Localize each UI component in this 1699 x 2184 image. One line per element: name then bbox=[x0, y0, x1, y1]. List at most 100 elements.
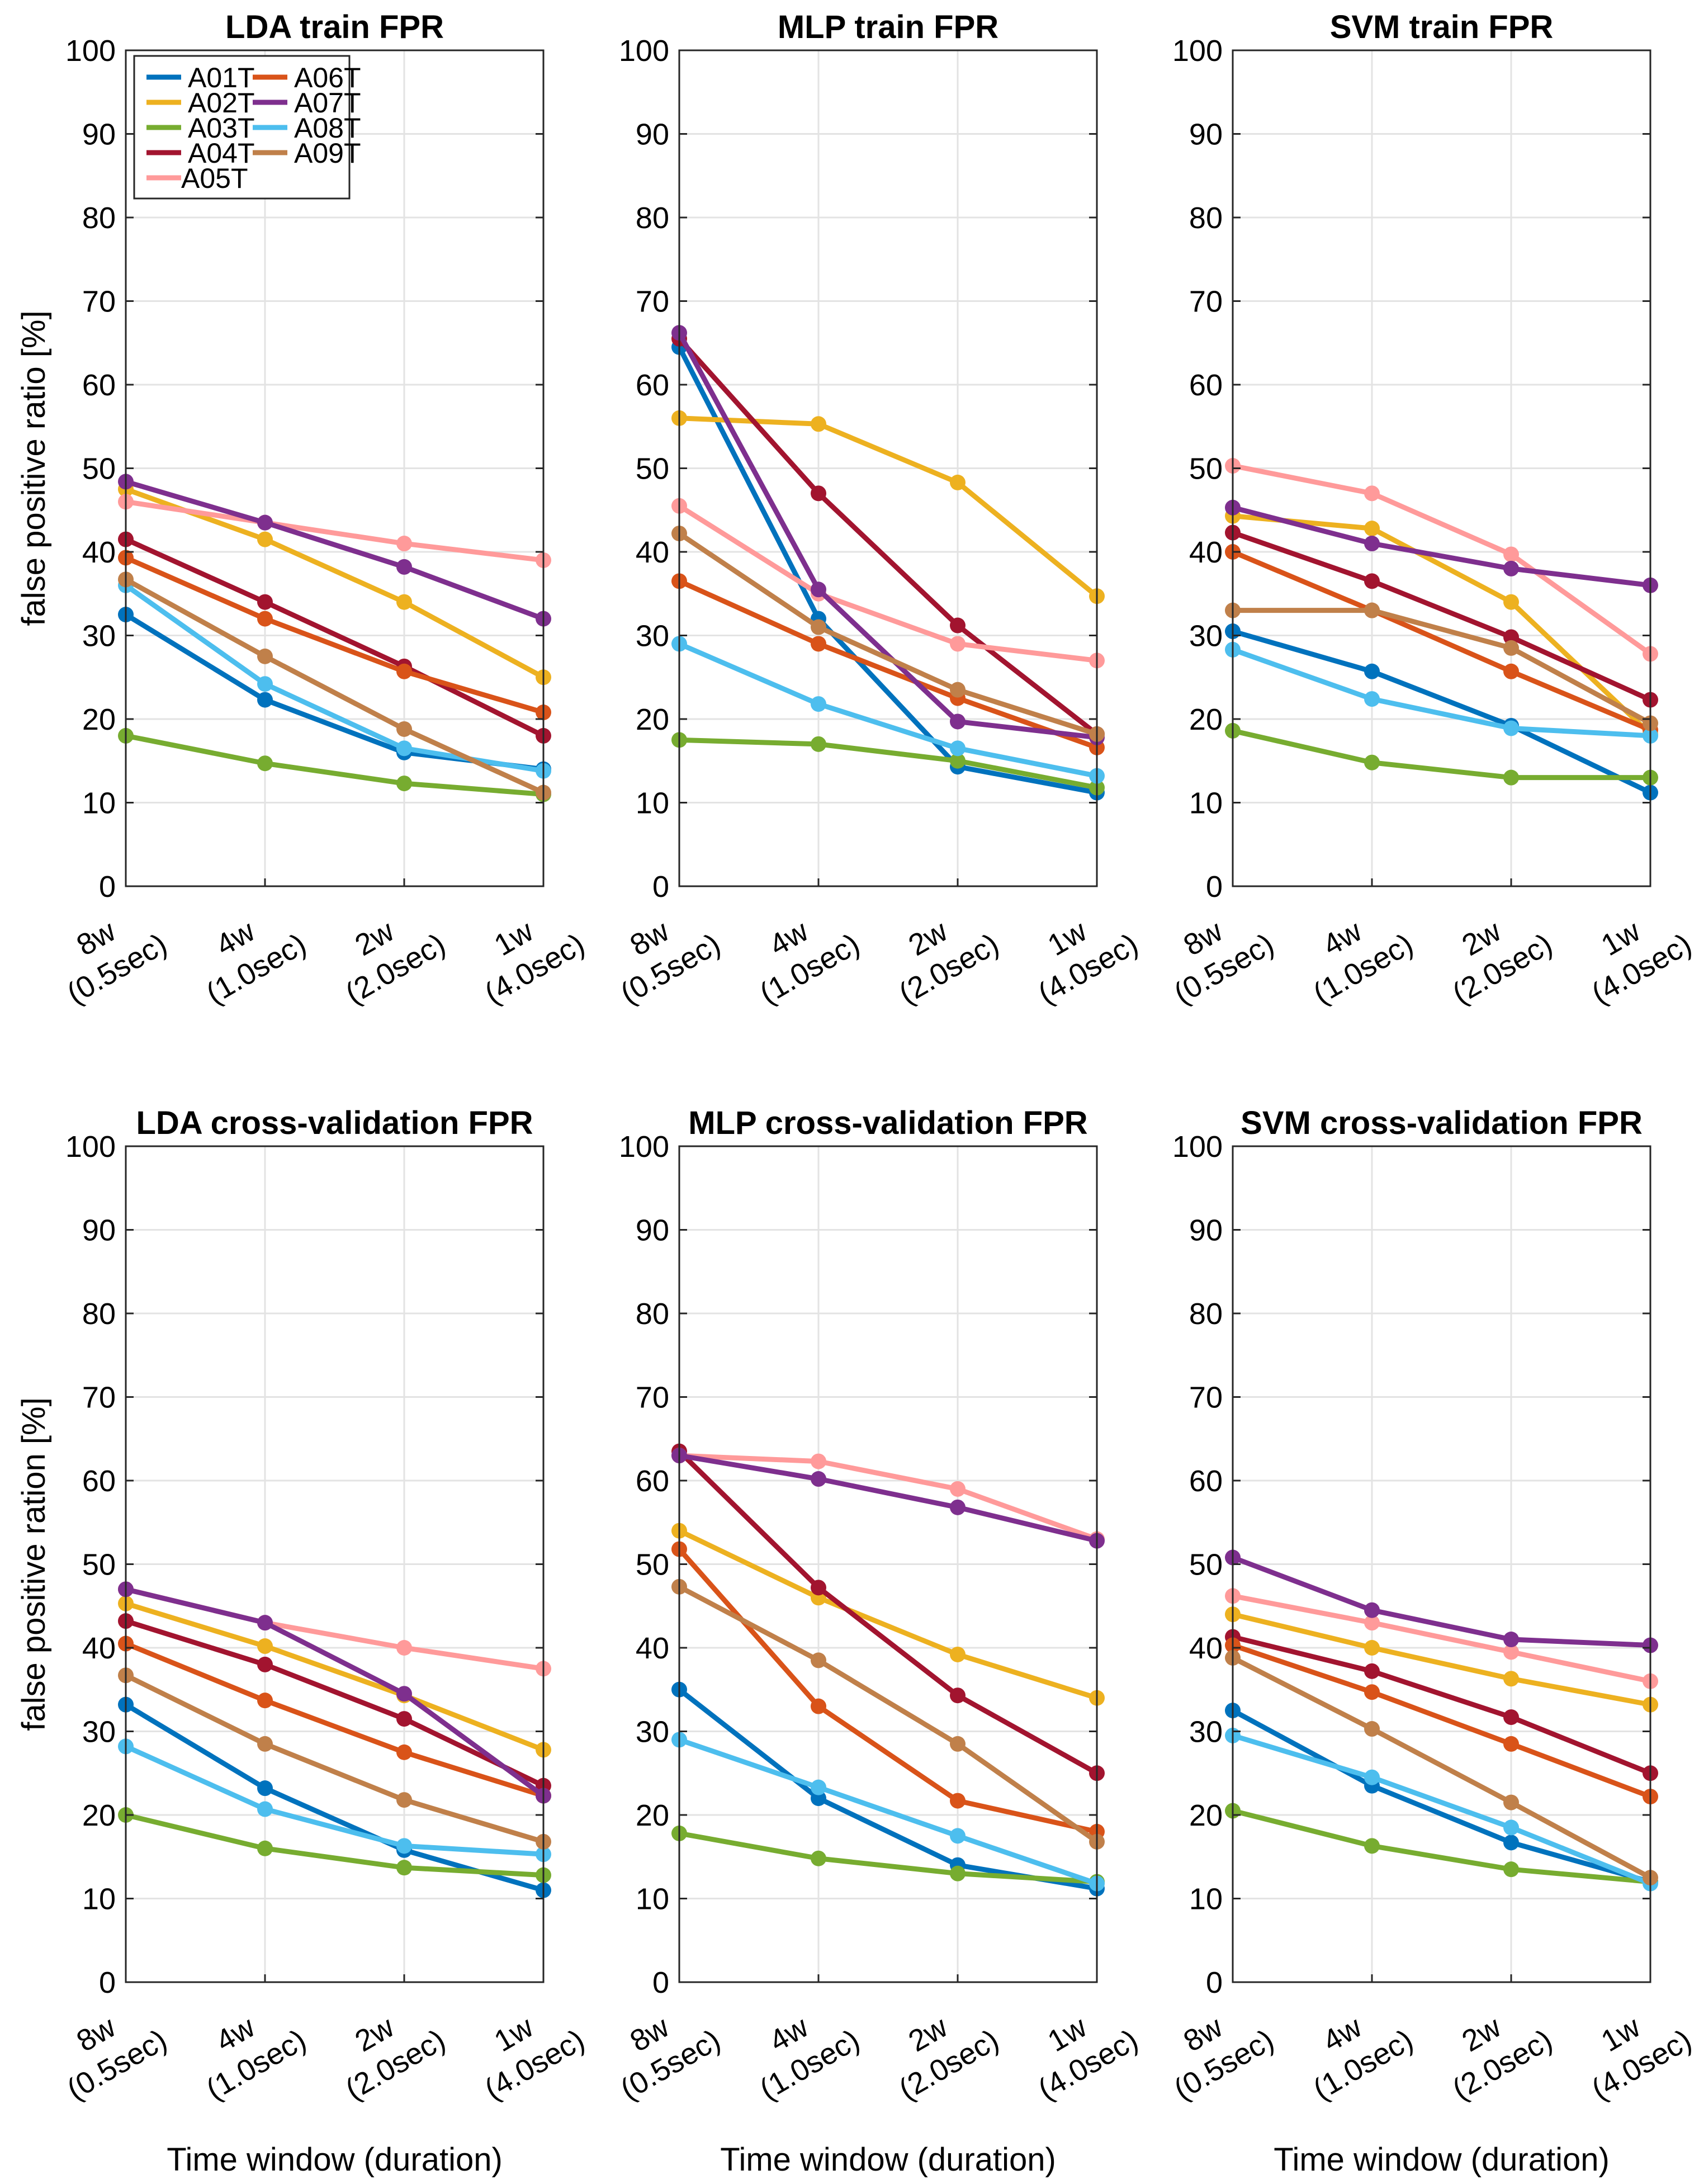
data-point-A04T bbox=[257, 594, 273, 610]
series-line-A02T bbox=[676, 1528, 1100, 1701]
y-tick-label: 60 bbox=[1189, 1464, 1223, 1498]
x-tick-label: 4w(1.0sec) bbox=[201, 914, 312, 1010]
data-point-A07T bbox=[811, 1471, 826, 1487]
data-point-A08T bbox=[811, 1779, 826, 1795]
x-tick-label: 4w(1.0sec) bbox=[1308, 914, 1419, 1010]
data-point-A05T bbox=[1503, 546, 1519, 562]
legend-label-A06T: A06T bbox=[294, 62, 361, 93]
data-point-A02T bbox=[1503, 594, 1519, 610]
series-line-A01T bbox=[676, 344, 1100, 796]
y-tick-label: 20 bbox=[82, 1799, 116, 1832]
y-tick-label: 90 bbox=[636, 1214, 669, 1247]
series-line-A09T bbox=[123, 576, 546, 796]
legend-label-A02T: A02T bbox=[188, 87, 255, 119]
series-line-A06T bbox=[1230, 549, 1653, 732]
legend-label-A01T: A01T bbox=[188, 62, 255, 93]
data-point-A09T bbox=[1503, 640, 1519, 656]
y-tick-label: 40 bbox=[1189, 536, 1223, 569]
y-tick-label: 70 bbox=[1189, 1381, 1223, 1415]
data-point-A06T bbox=[1503, 663, 1519, 679]
series-line-A09T bbox=[1230, 1655, 1653, 1880]
series-line-A04T bbox=[1230, 1634, 1653, 1776]
series-line-A03T bbox=[676, 737, 1100, 791]
data-point-A08T bbox=[396, 1838, 412, 1854]
x-axis-label: Time window (duration) bbox=[167, 2142, 503, 2178]
data-point-A03T bbox=[1364, 1838, 1380, 1854]
series-line-A07T bbox=[1230, 1555, 1653, 1648]
data-point-A05T bbox=[396, 536, 412, 552]
y-tick-label: 10 bbox=[1189, 1883, 1223, 1916]
chart-panel-1: 0 10 20 30 40 50 60 70 80 90 100 8w(0.5sec) 4w(1.0se… bbox=[16, 9, 590, 1010]
data-point-A07T bbox=[1364, 1602, 1380, 1618]
data-point-A03T bbox=[811, 1850, 826, 1866]
y-tick-label: 50 bbox=[636, 1548, 669, 1582]
y-tick-label: 60 bbox=[82, 1464, 116, 1498]
data-point-A02T bbox=[1364, 1640, 1380, 1656]
x-tick-label: 4w(1.0sec) bbox=[1308, 2010, 1419, 2106]
data-point-A06T bbox=[1503, 1736, 1519, 1752]
data-point-A04T bbox=[811, 1580, 826, 1596]
x-tick-label: 1w(4.0sec) bbox=[1033, 914, 1144, 1010]
y-tick-label: 100 bbox=[619, 34, 669, 68]
data-point-A02T bbox=[1364, 521, 1380, 537]
series-line-A06T bbox=[1230, 1643, 1653, 1799]
x-axis-label: Time window (duration) bbox=[1274, 2142, 1610, 2178]
chart-title: MLP train FPR bbox=[778, 9, 998, 45]
series-line-A09T bbox=[676, 1584, 1100, 1845]
y-tick-label: 50 bbox=[636, 452, 669, 486]
y-tick-label: 30 bbox=[82, 620, 116, 653]
y-tick-label: 70 bbox=[636, 285, 669, 319]
data-point-A03T bbox=[950, 753, 966, 769]
x-tick-label: 2w(2.0sec) bbox=[893, 914, 1005, 1010]
legend-label-A04T: A04T bbox=[188, 138, 255, 169]
y-tick-label: 10 bbox=[1189, 787, 1223, 820]
data-point-A02T bbox=[950, 474, 966, 490]
y-tick-label: 100 bbox=[65, 1130, 116, 1164]
series-line-A01T bbox=[123, 1702, 546, 1893]
data-point-A09T bbox=[950, 682, 966, 698]
series-line-A06T bbox=[123, 555, 546, 715]
series-line-A07T bbox=[676, 1453, 1100, 1544]
series-line-A03T bbox=[676, 1831, 1100, 1885]
data-point-A07T bbox=[396, 559, 412, 575]
series-line-A04T bbox=[123, 1618, 546, 1789]
data-point-A06T bbox=[257, 1693, 273, 1709]
y-tick-label: 20 bbox=[1189, 1799, 1223, 1832]
data-point-A07T bbox=[811, 582, 826, 598]
chart-panel-4: 0 10 20 30 40 50 60 70 80 90 100 8w(0.5sec) 4w(1.0se… bbox=[16, 1105, 590, 2178]
x-tick-label: 8w(0.5sec) bbox=[615, 2010, 726, 2106]
data-point-A06T bbox=[396, 663, 412, 679]
y-tick-label: 0 bbox=[99, 870, 116, 904]
data-point-A01T bbox=[257, 692, 273, 708]
series-line-A03T bbox=[123, 1812, 546, 1878]
data-point-A07T bbox=[1503, 1632, 1519, 1648]
data-point-A05T bbox=[950, 636, 966, 652]
y-tick-label: 60 bbox=[636, 1464, 669, 1498]
legend-label-A07T: A07T bbox=[294, 87, 361, 119]
x-tick-label: 8w(0.5sec) bbox=[61, 2010, 173, 2106]
x-tick-label: 2w(2.0sec) bbox=[1447, 2010, 1558, 2106]
x-tick-label: 8w(0.5sec) bbox=[615, 914, 726, 1010]
data-point-A05T bbox=[811, 1453, 826, 1469]
y-tick-label: 40 bbox=[1189, 1632, 1223, 1665]
y-tick-label: 30 bbox=[636, 620, 669, 653]
x-tick-label: 8w(0.5sec) bbox=[1168, 914, 1280, 1010]
series-line-A01T bbox=[1230, 628, 1653, 796]
data-point-A05T bbox=[1503, 1644, 1519, 1660]
x-tick-label: 2w(2.0sec) bbox=[1447, 914, 1558, 1010]
y-tick-label: 90 bbox=[1189, 118, 1223, 152]
data-point-A08T bbox=[396, 740, 412, 757]
series-line-A05T bbox=[1230, 1593, 1653, 1684]
y-tick-label: 20 bbox=[82, 703, 116, 736]
data-point-A04T bbox=[396, 1711, 412, 1727]
data-point-A09T bbox=[396, 721, 412, 737]
data-point-A04T bbox=[257, 1656, 273, 1672]
y-tick-label: 50 bbox=[1189, 452, 1223, 486]
data-point-A03T bbox=[1503, 769, 1519, 786]
chart-title: SVM cross-validation FPR bbox=[1241, 1105, 1643, 1141]
data-point-A06T bbox=[257, 611, 273, 627]
x-tick-label: 8w(0.5sec) bbox=[1168, 2010, 1280, 2106]
series-line-A04T bbox=[1230, 530, 1653, 703]
y-tick-label: 70 bbox=[636, 1381, 669, 1415]
